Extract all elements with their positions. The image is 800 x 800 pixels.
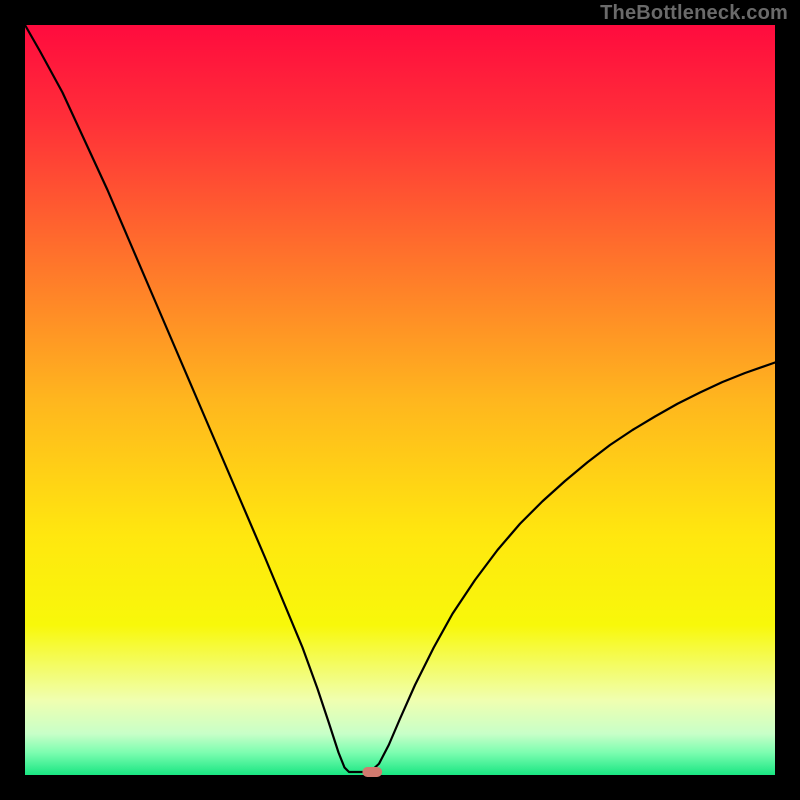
bottleneck-chart [0,0,800,800]
optimum-marker [363,768,382,777]
watermark-text: TheBottleneck.com [600,2,788,25]
plot-background [25,25,775,775]
